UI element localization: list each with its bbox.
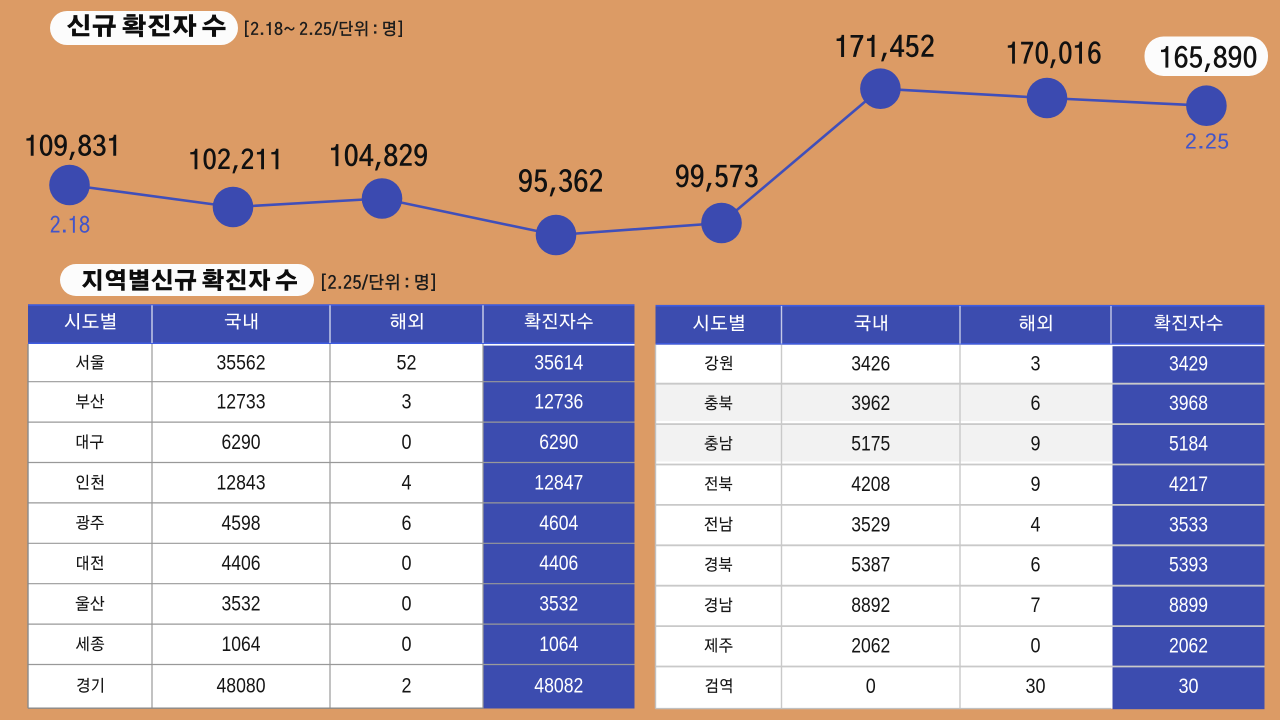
svg-text:1064: 1064	[539, 633, 578, 656]
svg-text:35614: 35614	[534, 352, 583, 375]
svg-text:4208: 4208	[851, 473, 890, 496]
svg-text:12847: 12847	[534, 471, 583, 494]
svg-text:12736: 12736	[534, 391, 583, 414]
svg-text:0: 0	[1031, 635, 1041, 658]
svg-text:4604: 4604	[539, 512, 578, 535]
svg-text:0: 0	[866, 675, 876, 698]
svg-text:4598: 4598	[222, 512, 261, 535]
svg-text:0: 0	[402, 431, 412, 454]
svg-text:30: 30	[1026, 675, 1046, 698]
svg-text:48080: 48080	[217, 675, 266, 698]
svg-text:4217: 4217	[1169, 473, 1208, 496]
svg-text:6: 6	[1031, 554, 1041, 577]
svg-text:2062: 2062	[1169, 635, 1208, 658]
svg-text:3426: 3426	[851, 352, 890, 375]
svg-text:9: 9	[1031, 433, 1041, 456]
svg-text:35562: 35562	[217, 352, 266, 375]
svg-text:2062: 2062	[851, 635, 890, 658]
svg-text:5387: 5387	[851, 554, 890, 577]
svg-text:7: 7	[1031, 594, 1041, 617]
svg-text:2: 2	[402, 675, 412, 698]
svg-text:3968: 3968	[1169, 392, 1208, 415]
svg-text:0: 0	[402, 593, 412, 616]
svg-text:3532: 3532	[222, 593, 261, 616]
svg-text:3533: 3533	[1169, 513, 1208, 536]
svg-text:3532: 3532	[539, 593, 578, 616]
svg-text:12843: 12843	[217, 471, 266, 494]
svg-text:3429: 3429	[1169, 352, 1208, 375]
svg-text:0: 0	[402, 552, 412, 575]
svg-text:6: 6	[1031, 392, 1041, 415]
svg-text:5175: 5175	[851, 433, 890, 456]
svg-text:3: 3	[402, 391, 412, 414]
svg-text:4: 4	[1031, 513, 1041, 536]
svg-text:30: 30	[1179, 675, 1199, 698]
svg-text:6290: 6290	[539, 431, 578, 454]
svg-text:5393: 5393	[1169, 554, 1208, 577]
svg-text:12733: 12733	[217, 391, 266, 414]
svg-text:3962: 3962	[851, 392, 890, 415]
svg-text:3: 3	[1031, 352, 1041, 375]
svg-text:3529: 3529	[851, 513, 890, 536]
svg-text:4406: 4406	[222, 552, 261, 575]
svg-text:4: 4	[402, 471, 412, 494]
svg-text:0: 0	[402, 633, 412, 656]
svg-text:52: 52	[397, 352, 417, 375]
svg-text:1064: 1064	[222, 633, 261, 656]
svg-text:5184: 5184	[1169, 433, 1208, 456]
svg-text:8899: 8899	[1169, 594, 1208, 617]
svg-text:4406: 4406	[539, 552, 578, 575]
svg-text:48082: 48082	[534, 675, 583, 698]
svg-text:8892: 8892	[851, 594, 890, 617]
svg-text:6290: 6290	[222, 431, 261, 454]
svg-text:6: 6	[402, 512, 412, 535]
svg-text:9: 9	[1031, 473, 1041, 496]
